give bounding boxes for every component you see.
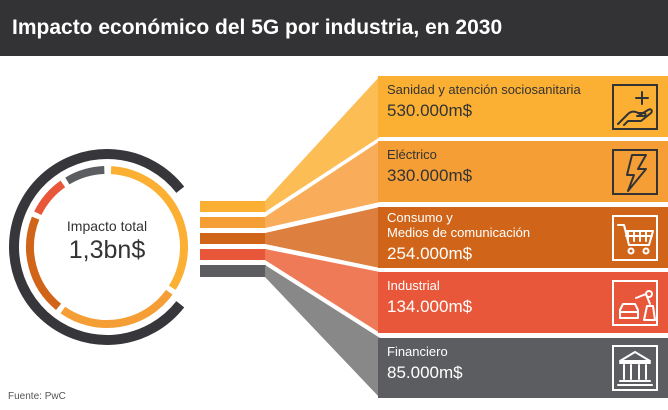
outer-ring [9,149,185,345]
industry-label: Sanidad y atención sociosanitaria [387,82,668,97]
fan-3 [265,249,380,333]
source-note: Fuente: PwC [8,391,66,402]
fan-2 [265,207,380,268]
robot-car-icon [612,279,658,326]
lightning-icon [612,148,658,195]
fan-0 [265,76,380,212]
bank-icon [612,345,658,391]
fan-4 [265,265,380,398]
fan-1 [265,141,380,228]
industry-card: Industrial 134.000m$ [378,272,668,333]
industry-label: Financiero [387,344,668,359]
industry-label-line: Consumo y [387,210,453,225]
ring-segment-0 [110,166,188,290]
stub-4 [200,265,266,277]
industry-label: Industrial [387,278,668,293]
ring-segment-3 [34,180,66,216]
industry-value: 85.000m$ [387,363,463,382]
industry-card: Financiero 85.000m$ [378,338,668,398]
shopping-cart-icon [612,214,658,261]
stub-0 [200,201,266,212]
industry-label: Consumo y Medios de comunicación [387,210,668,240]
industry-label-line: Industrial [387,278,440,293]
total-value: 1,3bn$ [68,236,146,264]
industry-card: Sanidad y atención sociosanitaria 530.000… [378,76,668,137]
ring-segment-4 [65,166,105,185]
industry-label: Eléctrico [387,147,668,162]
title-bar: Impacto económico del 5G por industria, … [0,0,668,56]
industry-label-line: Eléctrico [387,147,437,162]
chart-title: Impacto económico del 5G por industria, … [12,16,503,39]
industry-value: 254.000m$ [387,244,473,263]
industry-label-line: Medios de comunicación [387,225,531,240]
stub-1 [200,217,266,228]
stub-3 [200,249,266,260]
ring-segment-2 [26,216,62,310]
industry-value: 530.000m$ [387,101,473,120]
industry-card: Eléctrico 330.000m$ [378,141,668,202]
industry-label-line: Financiero [387,344,448,359]
industry-card: Consumo y Medios de comunicación 254.000m$ [378,207,668,268]
industry-label-line: Sanidad y atención sociosanitaria [387,82,581,97]
ring-segment-1 [60,289,173,328]
hand-plus-icon [612,83,658,130]
stub-2 [200,233,266,244]
industry-value: 330.000m$ [387,166,473,185]
total-label: Impacto total [66,218,148,234]
industry-value: 134.000m$ [387,297,473,316]
